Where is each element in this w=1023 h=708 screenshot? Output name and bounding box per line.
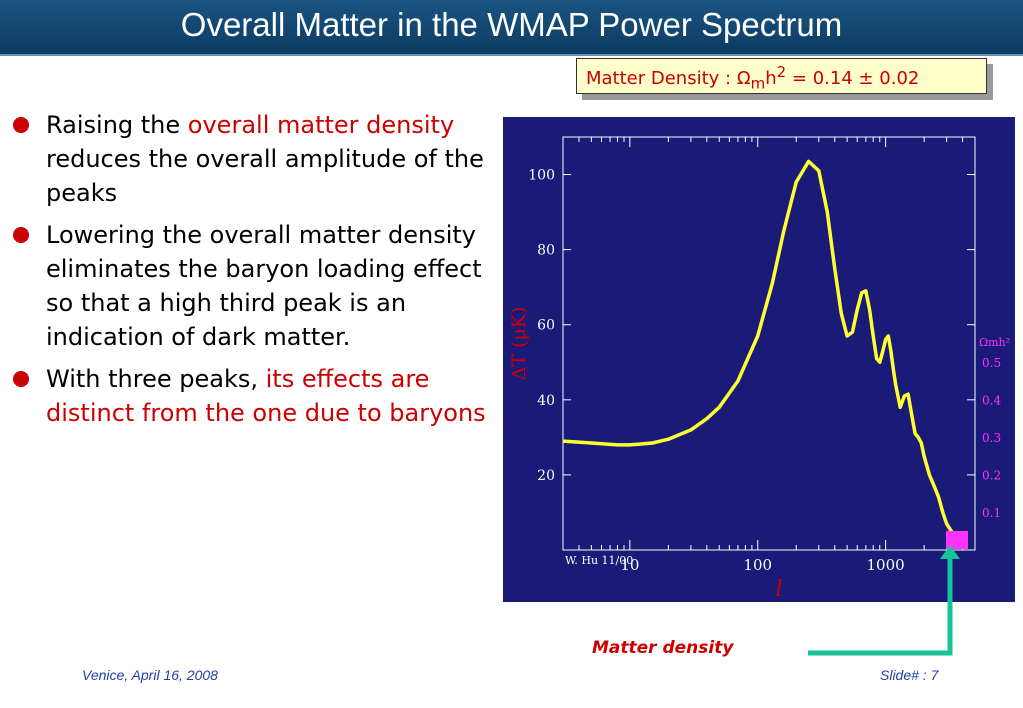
y-tick-label: 100 <box>528 168 555 184</box>
bullet-item: Raising the overall matter density reduc… <box>10 108 490 210</box>
callout-text: Matter Density : Ωmh2 = 0.14 ± 0.02 <box>586 60 986 96</box>
bullet-segment: reduces the overall amplitude of the pea… <box>46 145 484 207</box>
callout-h: h <box>765 68 777 89</box>
footer-slide-number: Slide# : 7 <box>880 667 939 683</box>
bullet-text: With three peaks, its effects are distin… <box>46 365 486 427</box>
callout-value: = 0.14 ± 0.02 <box>786 68 920 89</box>
bullet-text: Lowering the overall matter density elim… <box>46 221 482 351</box>
legend-value: 0.1 <box>982 506 1001 520</box>
slide-title: Overall Matter in the WMAP Power Spectru… <box>180 6 843 43</box>
title-bar: Overall Matter in the WMAP Power Spectru… <box>0 0 1023 56</box>
callout-sup: 2 <box>776 63 787 81</box>
legend-value: 0.3 <box>982 431 1001 445</box>
bullet-item: With three peaks, its effects are distin… <box>10 362 490 430</box>
x-tick-label: 1000 <box>867 556 905 574</box>
legend-value: 0.2 <box>982 469 1001 483</box>
bullet-highlight: overall matter density <box>187 111 455 139</box>
bullet-dot-icon <box>13 371 29 387</box>
y-tick-label: 60 <box>537 318 555 334</box>
bullet-dot-icon <box>13 227 29 243</box>
matter-density-callout <box>576 58 987 94</box>
x-tick-label: 10 <box>620 556 639 574</box>
bullet-item: Lowering the overall matter density elim… <box>10 218 490 354</box>
chart-credit: W. Hu 11/00 <box>565 554 633 567</box>
matter-density-marker <box>946 531 968 549</box>
bullet-highlight: its effects are distinct from the one du… <box>46 365 486 427</box>
footer-date: Venice, April 16, 2008 <box>82 667 218 683</box>
y-tick-label: 80 <box>537 243 555 259</box>
y-tick-label: 40 <box>537 393 555 409</box>
bullet-list: Raising the overall matter density reduc… <box>10 108 490 438</box>
callout-sub: m <box>750 74 766 93</box>
chart-svg: 20 40 60 80 100 10 100 1000 W. Hu 11/00 l ΔT (μK) Ω… <box>508 136 1010 602</box>
legend-value: 0.5 <box>982 356 1001 370</box>
legend-value: 0.4 <box>982 394 1001 408</box>
pointer-arrow-icon <box>808 545 960 656</box>
bullet-segment: Raising the <box>46 111 188 139</box>
matter-density-label: Matter density <box>592 638 734 658</box>
y-axis-label: ΔT (μK) <box>508 307 530 381</box>
bullet-dot-icon <box>13 117 29 133</box>
legend-title: Ωmh² <box>979 336 1010 349</box>
power-spectrum-chart: 20 40 60 80 100 10 100 1000 W. Hu 11/00 l ΔT (μK) Ω… <box>503 117 1015 602</box>
callout-prefix: Matter Density : <box>586 68 737 89</box>
x-axis-label: l <box>775 577 782 602</box>
power-spectrum-line <box>562 159 964 546</box>
y-tick-label: 20 <box>537 468 555 484</box>
callout-omega: Ω <box>736 68 751 89</box>
x-tick-label: 100 <box>743 556 772 574</box>
bullet-text: Raising the overall matter density reduc… <box>46 111 484 207</box>
plot-frame <box>562 136 976 551</box>
bullet-segment: With three peaks, <box>46 365 266 393</box>
